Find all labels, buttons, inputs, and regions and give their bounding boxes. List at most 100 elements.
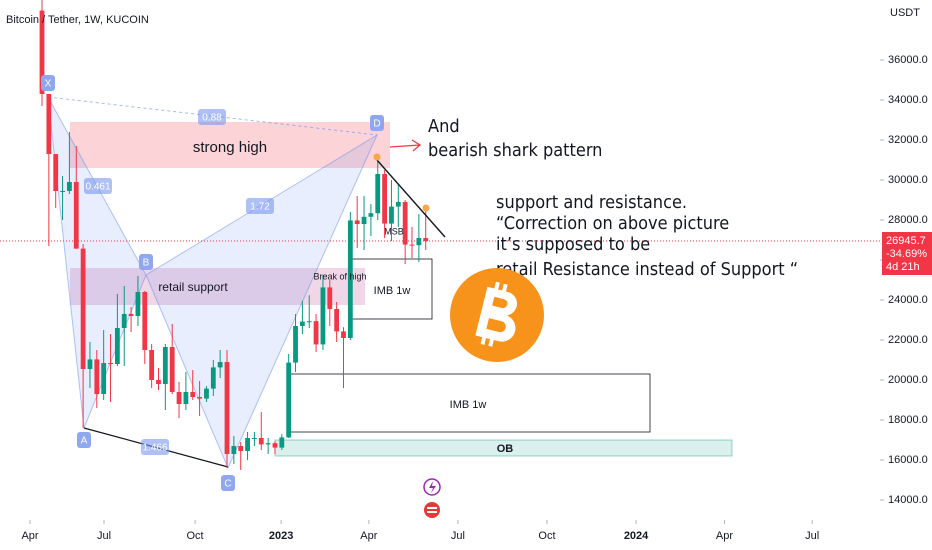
candle-body (313, 321, 319, 345)
candle-body (341, 331, 346, 338)
annotations: strong high retail support Break of high… (158, 116, 798, 518)
x-tick-label: Oct (187, 530, 204, 542)
ratio-label: 1.72 (250, 202, 270, 213)
pattern-point (221, 475, 235, 491)
retail-support-zone (70, 268, 365, 305)
candle-body (354, 220, 360, 224)
candle-body (416, 238, 422, 246)
candle-body (293, 326, 298, 363)
candle-body (368, 213, 374, 217)
x-tick-label: 2024 (624, 530, 649, 542)
x-tick-label: Oct (538, 530, 555, 542)
last-change: -34.69% (886, 248, 927, 260)
candle-body (39, 10, 45, 95)
note: bearish shark pattern (428, 140, 602, 161)
ratio-label: 0.88 (202, 113, 222, 124)
candle-body (108, 363, 113, 364)
last-price: 26945.7 (886, 235, 926, 247)
candle-body (279, 437, 285, 448)
candle-body (142, 292, 148, 350)
x-tick-label: Apr (21, 530, 38, 542)
y-tick-label: 28000.0 (888, 214, 928, 226)
candle-body (176, 392, 182, 404)
candle-body (87, 359, 93, 369)
candle-body (156, 380, 161, 384)
price-badge (882, 232, 932, 275)
candle-body (238, 446, 244, 451)
event-icon (427, 511, 437, 513)
candle-body (197, 397, 202, 399)
box-label: OB (497, 443, 514, 455)
ratio-box (198, 109, 226, 125)
candle-body (121, 314, 127, 328)
candle-body (361, 216, 367, 224)
note: MSB (384, 226, 404, 236)
x-tick-label: Apr (360, 530, 377, 542)
pattern-point (41, 75, 55, 91)
zone-label: retail support (158, 280, 228, 294)
candle-body (258, 438, 264, 445)
candles (39, 0, 429, 470)
pattern-point (139, 254, 153, 270)
event-icon[interactable] (424, 502, 440, 518)
pattern-point-label: C (224, 479, 231, 490)
candle-body (149, 350, 155, 380)
y-tick-label: 16000.0 (888, 454, 928, 466)
y-tick-label: 24000.0 (888, 294, 928, 306)
pattern-labels: X A B C D 0.88 0.461 1.72 1.466 (41, 75, 384, 491)
x-tick-label: Jul (805, 530, 819, 542)
arrow (389, 139, 422, 152)
ratio-box (84, 178, 112, 194)
ratio-box (141, 439, 169, 455)
candle-body (409, 244, 415, 246)
y-tick-label: 30000.0 (888, 174, 928, 186)
candle-body (231, 446, 237, 454)
ratio-box (246, 198, 274, 214)
y-tick-label: 36000.0 (888, 54, 928, 66)
candle-body (306, 321, 312, 323)
pattern-point (370, 115, 384, 131)
note: And (428, 116, 460, 137)
candle-body (67, 182, 72, 191)
trendline (376, 159, 446, 238)
pattern-point-label: A (81, 436, 88, 447)
y-tick-label: 32000.0 (888, 134, 928, 146)
candle-body (402, 202, 408, 245)
candle-body (327, 287, 333, 309)
note: it’s supposed to be (496, 234, 650, 255)
currency: USDT (890, 7, 920, 19)
candle-body (423, 238, 429, 242)
x-tick-label: Apr (716, 530, 733, 542)
y-tick-label: 34000.0 (888, 94, 928, 106)
candle-body (210, 367, 216, 389)
box-label: IMB 1w (374, 285, 411, 297)
countdown: 4d 21h (886, 261, 920, 273)
candle-body (252, 438, 257, 439)
pattern-point (77, 432, 91, 448)
ratio-label: 0.461 (85, 182, 110, 193)
y-tick-label: 18000.0 (888, 414, 928, 426)
candle-body (272, 443, 278, 448)
candle-body (395, 202, 401, 207)
x-tick-label: Jul (451, 530, 465, 542)
ratio-label: 1.466 (142, 443, 167, 454)
note: Break of high (313, 271, 366, 281)
x-tick-label: Jul (97, 530, 111, 542)
event-icon (427, 507, 437, 509)
candle-body (286, 362, 292, 438)
candle-body (183, 392, 189, 404)
pattern-line (47, 96, 378, 136)
candle-body (162, 347, 168, 384)
pattern-point-label: B (143, 258, 150, 269)
candle-body (135, 292, 141, 316)
candle-body (334, 309, 340, 332)
chart-title: Bitcoin / Tether, 1W, KUCOIN (6, 14, 149, 26)
candle-body (224, 362, 230, 454)
pattern-point-label: X (45, 79, 52, 90)
candle-body (204, 388, 209, 399)
candle-body (53, 154, 59, 191)
zone-label: strong high (193, 139, 267, 156)
note: retail Resistance instead of Support “ (496, 259, 798, 280)
candle-body (347, 220, 353, 338)
